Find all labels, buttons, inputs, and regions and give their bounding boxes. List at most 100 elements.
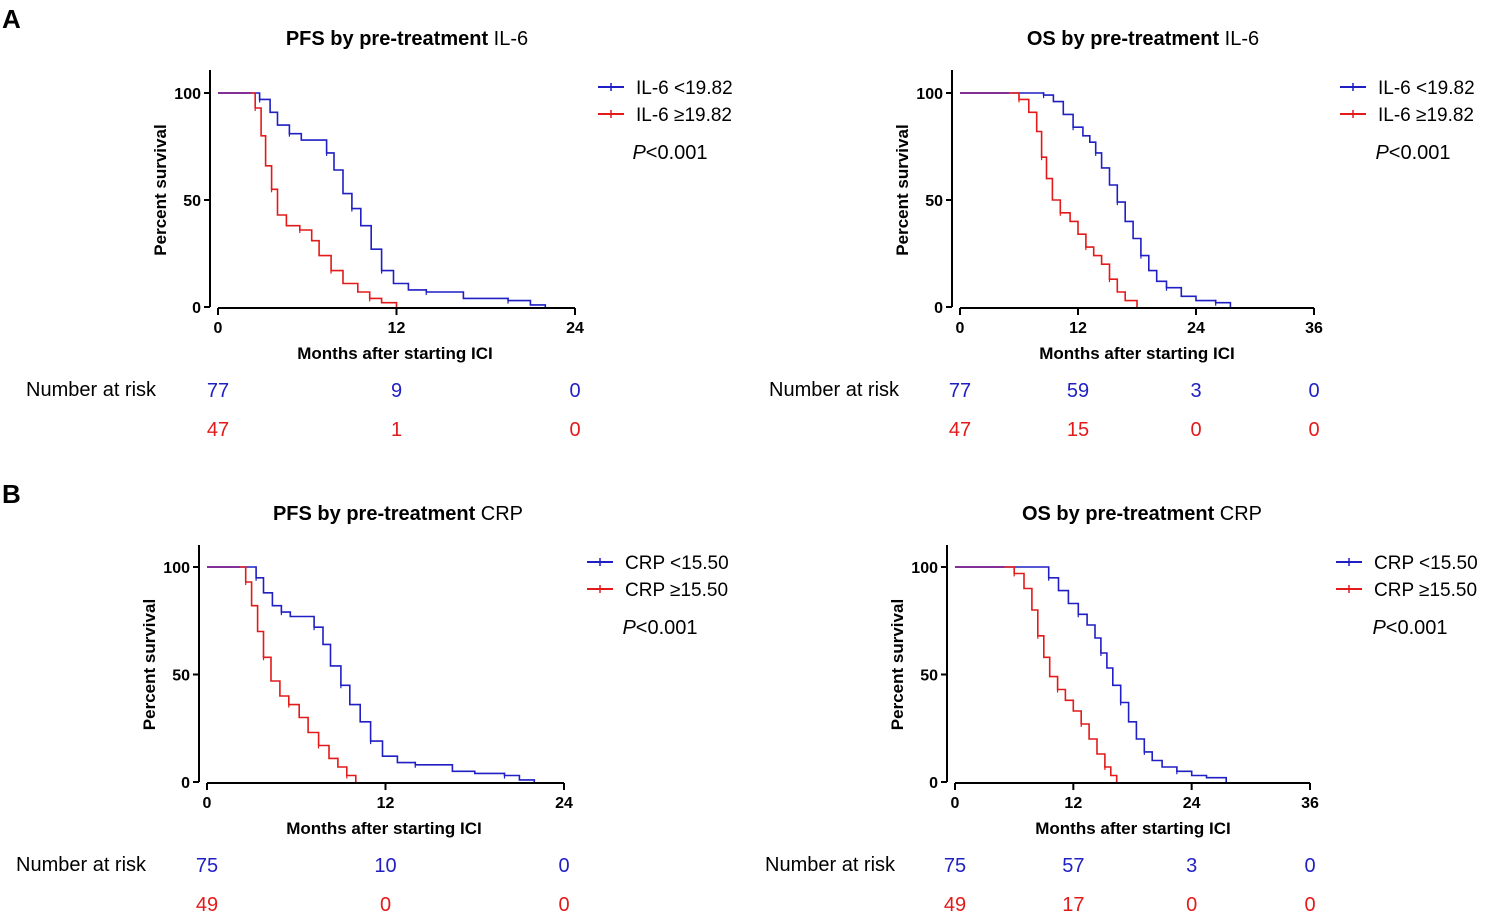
panel-label-b: B (2, 479, 21, 509)
survival-curve-high (955, 566, 1118, 782)
survival-curve-low (955, 566, 1227, 782)
p-value-symbol: P (1372, 617, 1386, 639)
risk-count: 10 (374, 855, 396, 877)
risk-count: 77 (207, 380, 229, 402)
risk-count: 0 (558, 855, 569, 877)
risk-count: 59 (1067, 380, 1089, 402)
y-tick-label: 0 (934, 300, 943, 317)
x-tick-label: 0 (956, 320, 965, 337)
p-value-symbol: P (632, 142, 646, 164)
risk-count: 9 (391, 380, 402, 402)
x-tick-label: 12 (1069, 320, 1087, 337)
survival-curve-low (960, 92, 1232, 307)
chart-title-variable: IL-6 (488, 28, 528, 50)
chart-title-variable: CRP (1214, 503, 1262, 525)
y-tick-label: 50 (920, 668, 938, 685)
x-tick-label: 12 (1064, 795, 1082, 812)
risk-count: 0 (1190, 419, 1201, 441)
x-tick-label: 0 (214, 320, 223, 337)
chart-title-variable: CRP (475, 503, 523, 525)
p-value: P<0.001 (632, 142, 707, 164)
risk-count: 0 (1304, 894, 1315, 916)
risk-count: 0 (1308, 380, 1319, 402)
legend-label: IL-6 ≥19.82 (636, 105, 732, 126)
risk-count: 3 (1190, 380, 1201, 402)
survival-curve-low (207, 566, 536, 782)
risk-count: 17 (1062, 894, 1084, 916)
y-tick-label: 100 (163, 560, 190, 577)
risk-table-label: Number at risk (26, 379, 157, 401)
chart-title-bold: OS by pre-treatment (1022, 503, 1215, 525)
survival-curve-high (207, 566, 357, 782)
y-tick-label: 0 (929, 775, 938, 792)
risk-count: 3 (1186, 855, 1197, 877)
risk-count: 49 (196, 894, 218, 916)
legend-label: CRP <15.50 (1374, 553, 1478, 574)
risk-count: 0 (1308, 419, 1319, 441)
risk-count: 57 (1062, 855, 1084, 877)
x-tick-label: 24 (1183, 795, 1201, 812)
risk-count: 49 (944, 894, 966, 916)
risk-count: 0 (558, 894, 569, 916)
risk-count: 47 (207, 419, 229, 441)
p-value: P<0.001 (622, 617, 697, 639)
y-tick-label: 0 (192, 300, 201, 317)
x-tick-label: 12 (377, 795, 395, 812)
survival-curve-high (960, 92, 1138, 307)
km-panel-4: OS by pre-treatment CRP 0 50 100 0 12 24 36 Mont… (765, 503, 1478, 916)
x-tick-label: 0 (951, 795, 960, 812)
risk-table-label: Number at risk (16, 854, 147, 876)
y-axis-label: Percent survival (140, 599, 159, 730)
panel-label-a: A (2, 4, 21, 34)
x-axis-label: Months after starting ICI (286, 819, 482, 838)
chart-title: PFS by pre-treatment IL-6 (286, 28, 528, 50)
p-value-number: <0.001 (1389, 142, 1451, 164)
legend-label: IL-6 ≥19.82 (1378, 105, 1474, 126)
y-tick-label: 100 (174, 86, 201, 103)
x-axis-label: Months after starting ICI (1039, 344, 1235, 363)
x-axis-label: Months after starting ICI (1035, 819, 1231, 838)
p-value: P<0.001 (1375, 142, 1450, 164)
y-tick-label: 0 (181, 775, 190, 792)
survival-curve-high (218, 92, 398, 307)
y-axis-label: Percent survival (151, 124, 170, 255)
x-tick-label: 24 (555, 795, 573, 812)
p-value-number: <0.001 (646, 142, 708, 164)
risk-count: 0 (380, 894, 391, 916)
chart-title: PFS by pre-treatment CRP (273, 503, 523, 525)
risk-table-label: Number at risk (769, 379, 900, 401)
y-tick-label: 50 (925, 193, 943, 210)
chart-title: OS by pre-treatment IL-6 (1027, 28, 1259, 50)
chart-title-bold: PFS by pre-treatment (286, 28, 489, 50)
x-tick-label: 12 (388, 320, 406, 337)
legend-label: IL-6 <19.82 (1378, 78, 1475, 99)
x-tick-label: 0 (203, 795, 212, 812)
x-tick-label: 36 (1301, 795, 1319, 812)
p-value-symbol: P (1375, 142, 1389, 164)
p-value: P<0.001 (1372, 617, 1447, 639)
risk-count: 0 (569, 380, 580, 402)
y-axis-label: Percent survival (888, 599, 907, 730)
km-panel-2: OS by pre-treatment IL-6 0 50 100 0 12 24 36 Mon… (769, 28, 1475, 441)
risk-count: 1 (391, 419, 402, 441)
risk-count: 0 (1304, 855, 1315, 877)
risk-count: 0 (1186, 894, 1197, 916)
y-tick-label: 50 (172, 668, 190, 685)
x-tick-label: 36 (1305, 320, 1323, 337)
risk-table-label: Number at risk (765, 854, 896, 876)
chart-title: OS by pre-treatment CRP (1022, 503, 1262, 525)
survival-curve-low (218, 92, 547, 307)
p-value-number: <0.001 (636, 617, 698, 639)
legend-label: CRP ≥15.50 (1374, 580, 1477, 601)
chart-title-bold: PFS by pre-treatment (273, 503, 476, 525)
p-value-symbol: P (622, 617, 636, 639)
y-tick-label: 100 (916, 86, 943, 103)
chart-title-bold: OS by pre-treatment (1027, 28, 1220, 50)
chart-title-variable: IL-6 (1219, 28, 1259, 50)
legend-label: CRP <15.50 (625, 553, 729, 574)
y-axis-label: Percent survival (893, 124, 912, 255)
y-tick-label: 100 (911, 560, 938, 577)
legend-label: CRP ≥15.50 (625, 580, 728, 601)
